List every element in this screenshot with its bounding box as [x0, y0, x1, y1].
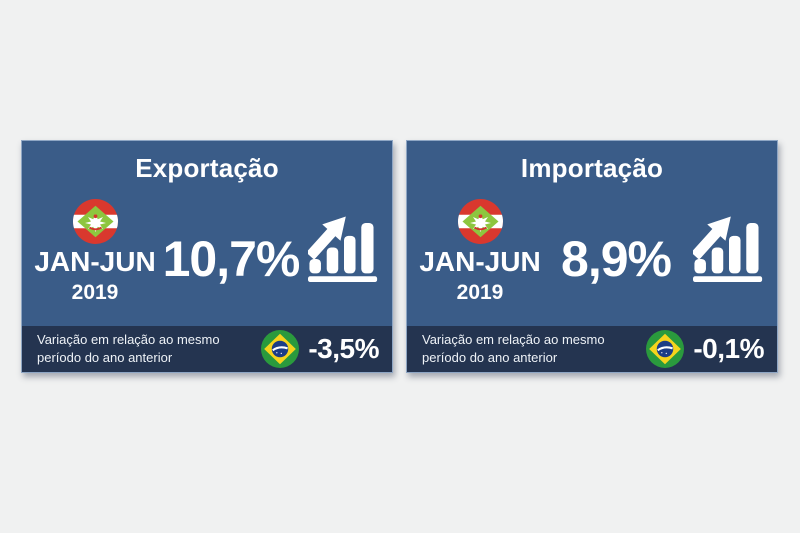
- export-period-label: JAN-JUN: [34, 245, 156, 277]
- import-period-label: JAN-JUN: [419, 245, 541, 277]
- import-card: Importação JAN-JUN 2019 8,9%: [406, 140, 778, 373]
- export-year-label: 2019: [71, 280, 119, 304]
- note-line-2: período do ano anterior: [422, 350, 558, 365]
- note-line-2: período do ano anterior: [37, 350, 173, 365]
- import-period-column: JAN-JUN 2019: [419, 198, 541, 304]
- import-variation-value: -0,1%: [693, 333, 764, 364]
- growth-bar-chart-icon: [693, 207, 765, 285]
- import-value: 8,9%: [561, 230, 672, 287]
- export-card: Exportação JAN-JUN 2019 10,7%: [21, 140, 393, 373]
- import-variation-note: Variação em relação ao mesmo período do …: [422, 331, 646, 368]
- brazil-flag-icon: [261, 330, 300, 368]
- santa-catarina-flag-icon: [72, 198, 118, 244]
- export-value: 10,7%: [162, 230, 301, 287]
- export-period-column: JAN-JUN 2019: [34, 198, 156, 304]
- export-card-footer: Variação em relação ao mesmo período do …: [22, 326, 392, 372]
- note-line-1: Variação em relação ao mesmo: [37, 331, 220, 347]
- import-card-title: Importação: [520, 153, 664, 183]
- export-variation-value: -3,5%: [308, 333, 379, 364]
- import-card-footer: Variação em relação ao mesmo período do …: [407, 326, 777, 372]
- brazil-flag-icon: [646, 330, 685, 368]
- growth-bar-chart-icon: [308, 207, 380, 285]
- import-year-label: 2019: [456, 280, 504, 304]
- export-card-body: JAN-JUN 2019 10,7%: [22, 184, 392, 326]
- note-line-1: Variação em relação ao mesmo: [422, 331, 605, 347]
- export-card-title: Exportação: [135, 153, 279, 183]
- import-card-body: JAN-JUN 2019 8,9%: [407, 184, 777, 326]
- santa-catarina-flag-icon: [457, 198, 503, 244]
- export-variation-note: Variação em relação ao mesmo período do …: [37, 331, 261, 368]
